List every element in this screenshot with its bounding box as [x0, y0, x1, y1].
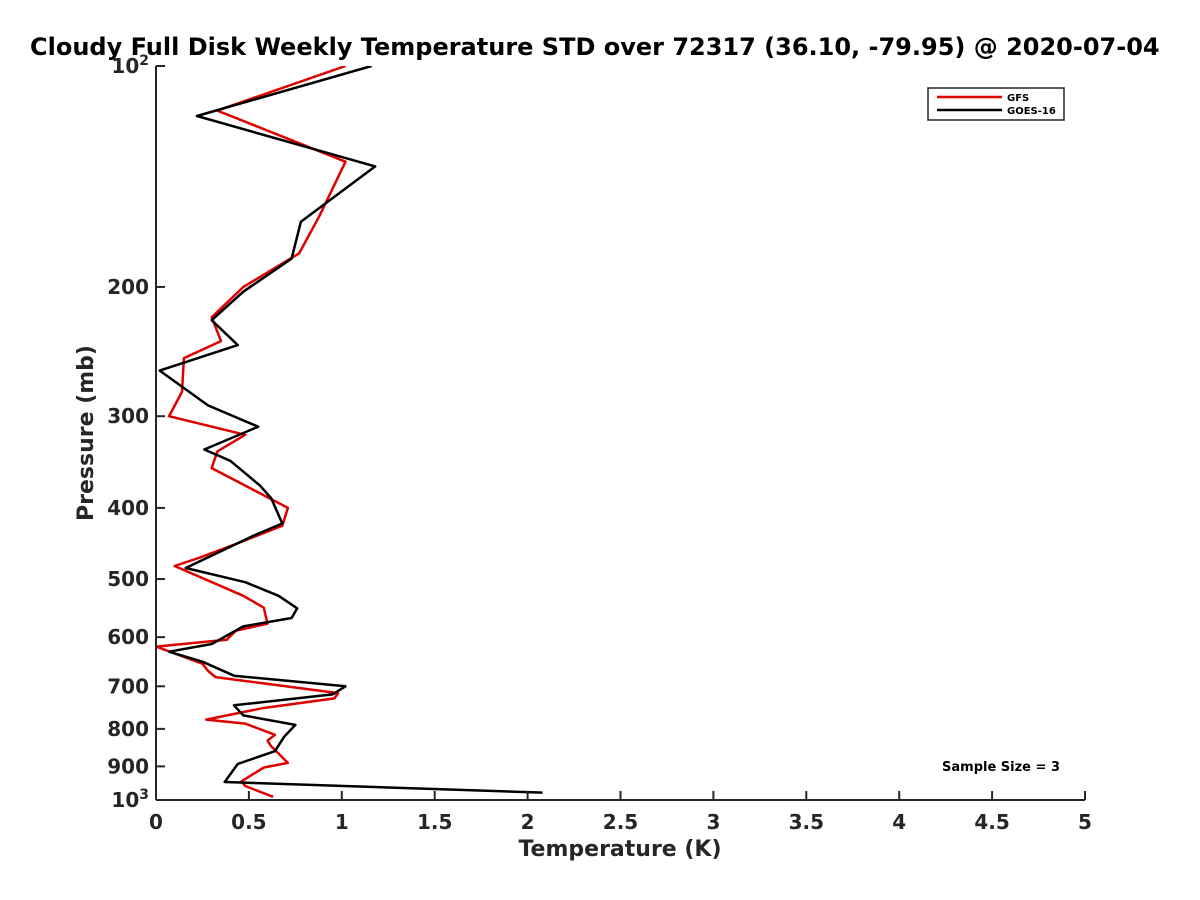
x-ticks: 0 0.5 1 1.5 2 2.5 3 3.5 4 4.5 5: [149, 791, 1092, 834]
x-tick-label: 2: [521, 810, 535, 834]
x-tick-label: 5: [1078, 810, 1092, 834]
series-layer: [156, 66, 543, 798]
series-line-goes16: [158, 66, 543, 794]
y-tick-label: 200: [107, 275, 149, 299]
series-line-gfs: [156, 66, 347, 798]
x-tick-label: 4.5: [974, 810, 1009, 834]
y-tick-label: 700: [107, 674, 149, 698]
x-tick-label: 4: [892, 810, 906, 834]
x-tick-label: 0.5: [231, 810, 266, 834]
y-tick-label: 300: [107, 404, 149, 428]
y-tick-label: 102: [111, 53, 149, 78]
legend: GFS GOES-16: [927, 87, 1065, 121]
y-tick-label: 900: [107, 754, 149, 778]
y-axis-label: Pressure (mb): [74, 345, 99, 521]
x-tick-label: 0: [149, 810, 163, 834]
x-tick-label: 2.5: [603, 810, 638, 834]
y-tick-label: 103: [111, 787, 149, 812]
x-axis-label: Temperature (K): [518, 837, 721, 862]
legend-label-gfs: GFS: [1007, 93, 1029, 104]
x-tick-label: 3: [706, 810, 720, 834]
legend-box: [927, 87, 1065, 121]
legend-label-goes16: GOES-16: [1007, 106, 1056, 117]
axes: [155, 66, 1085, 801]
sample-size-annotation: Sample Size = 3: [942, 760, 1060, 775]
y-tick-label: 800: [107, 717, 149, 741]
y-tick-label: 500: [107, 567, 149, 591]
chart-title: Cloudy Full Disk Weekly Temperature STD …: [30, 33, 1160, 61]
x-tick-label: 3.5: [789, 810, 824, 834]
y-tick-label: 600: [107, 625, 149, 649]
y-ticks: 102 200 300 400 500 600 700 800 900 103: [107, 53, 165, 812]
x-tick-label: 1: [335, 810, 349, 834]
x-tick-label: 1.5: [417, 810, 452, 834]
y-tick-label: 400: [107, 496, 149, 520]
